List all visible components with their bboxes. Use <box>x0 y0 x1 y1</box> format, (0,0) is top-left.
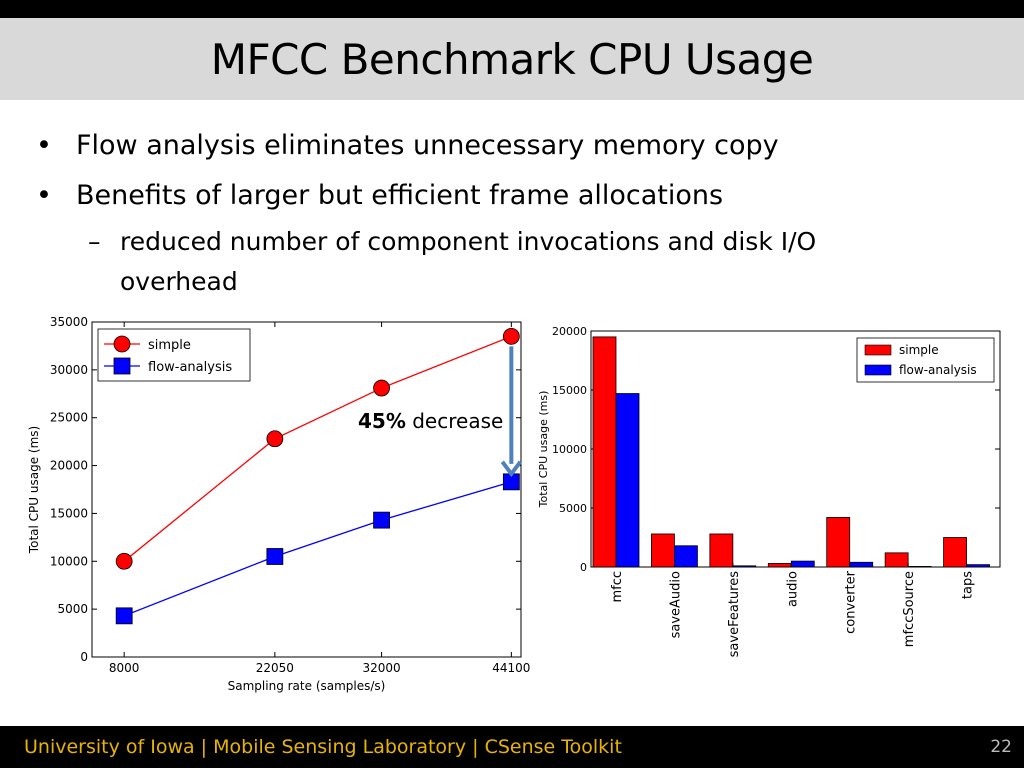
bullet-dot: • <box>36 180 52 211</box>
x-tick-label: audio <box>785 571 800 607</box>
data-point-flow-analysis <box>373 511 390 529</box>
legend-label: flow-analysis <box>899 363 977 377</box>
sub-bullet-text: reduced number of component invocations … <box>120 227 817 296</box>
plot-area <box>590 330 1001 568</box>
y-tick-label: 20000 <box>552 325 587 338</box>
bar-flow-analysis <box>966 564 990 568</box>
data-point-flow-analysis <box>266 548 284 565</box>
decrease-annotation-text: decrease <box>406 409 503 433</box>
x-tick-label: 44100 <box>492 661 530 675</box>
legend-marker <box>113 335 131 353</box>
y-tick-label: 0 <box>580 561 587 574</box>
y-tick-label: 10000 <box>50 554 88 568</box>
bar-flow-analysis <box>732 565 757 568</box>
data-point-simple <box>502 327 520 345</box>
legend-label: flow-analysis <box>148 360 232 375</box>
legend-box <box>856 337 995 383</box>
data-point-simple <box>115 552 133 570</box>
slide-title: MFCC Benchmark CPU Usage <box>210 34 814 84</box>
legend-label: simple <box>899 343 939 357</box>
y-tick-label: 5000 <box>559 502 587 515</box>
footer-text: University of Iowa | Mobile Sensing Labo… <box>24 736 622 758</box>
x-tick-label: saveFeatures <box>727 571 742 658</box>
bar-flow-analysis <box>674 545 698 568</box>
y-tick-label: 35000 <box>50 315 88 329</box>
data-point-flow-analysis <box>115 607 133 625</box>
x-axis-label: Sampling rate (samples/s) <box>228 679 386 693</box>
bar-simple <box>651 533 675 568</box>
y-tick-label: 15000 <box>50 506 88 520</box>
x-tick-label: 32000 <box>362 661 400 675</box>
bullet-text: Flow analysis eliminates unnecessary mem… <box>76 130 779 161</box>
data-point-simple <box>373 379 390 397</box>
bar-simple <box>592 336 617 568</box>
y-tick-label: 25000 <box>50 411 88 425</box>
bar-simple <box>826 517 851 568</box>
legend-label: simple <box>148 338 191 353</box>
x-tick-label: taps <box>961 571 976 599</box>
title-bar: MFCC Benchmark CPU Usage <box>0 18 1024 100</box>
bullet-dot: • <box>36 130 52 161</box>
bar-simple <box>767 563 792 568</box>
series-line-simple <box>123 335 512 562</box>
bullet-list: • Flow analysis eliminates unnecessary m… <box>36 128 996 302</box>
y-axis-label: Total CPU usage (ms) <box>537 391 550 509</box>
y-tick-label: 20000 <box>50 459 88 473</box>
bullet-item: • Benefits of larger but efficient frame… <box>36 178 996 214</box>
y-tick-label: 10000 <box>552 443 587 456</box>
bar-flow-analysis <box>849 561 874 568</box>
x-tick-label: 8000 <box>109 661 140 675</box>
x-tick-label: converter <box>844 570 859 633</box>
legend-marker <box>113 357 131 375</box>
top-strip <box>0 0 1024 18</box>
x-tick-label: saveAudio <box>668 571 683 638</box>
sub-bullet-item: – reduced number of component invocation… <box>88 222 996 302</box>
legend-box <box>97 328 251 382</box>
x-tick-label: mfccSource <box>902 571 917 647</box>
bar-flow-analysis <box>615 393 640 568</box>
x-tick-label: 22050 <box>256 661 294 675</box>
page-number: 22 <box>990 737 1012 757</box>
bullet-text: Benefits of larger but efficient frame a… <box>76 180 724 211</box>
bar-simple <box>943 537 967 568</box>
bar-simple <box>709 533 734 568</box>
y-tick-label: 5000 <box>57 602 88 616</box>
series-line-flow-analysis <box>123 481 512 617</box>
bar-flow-analysis <box>790 560 815 568</box>
data-point-simple <box>266 430 284 448</box>
bar-simple <box>884 552 909 568</box>
legend-swatch <box>864 344 892 356</box>
y-tick-label: 30000 <box>50 363 88 377</box>
footer: University of Iowa | Mobile Sensing Labo… <box>0 726 1024 768</box>
legend-swatch <box>864 364 892 376</box>
bullet-item: • Flow analysis eliminates unnecessary m… <box>36 128 996 164</box>
data-point-flow-analysis <box>502 473 520 491</box>
decrease-annotation: 45% decrease <box>358 409 503 433</box>
bar-flow-analysis <box>907 566 932 568</box>
y-tick-label: 15000 <box>552 384 587 397</box>
decrease-annotation-value: 45% <box>358 409 406 433</box>
x-tick-label: mfcc <box>610 571 625 603</box>
plot-area <box>91 321 522 658</box>
y-axis-label: Total CPU usage (ms) <box>27 426 41 554</box>
decrease-arrow-head <box>500 460 522 478</box>
y-tick-label: 0 <box>80 650 88 664</box>
sub-bullet-dash: – <box>88 227 101 256</box>
